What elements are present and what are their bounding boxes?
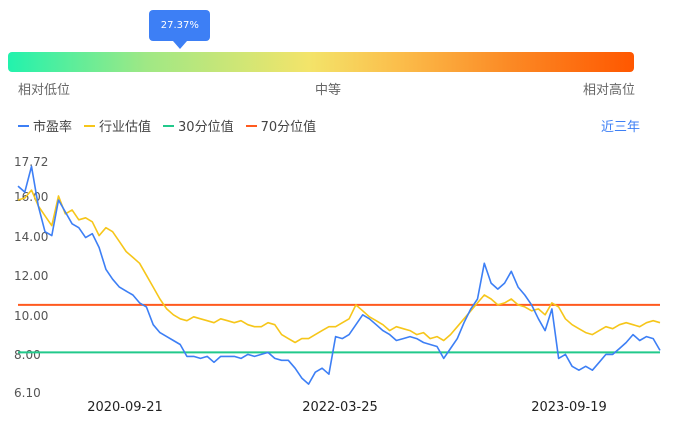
- period-selector-3y[interactable]: 近三年: [600, 120, 640, 135]
- y-tick-label: 16.00: [14, 190, 49, 204]
- industry-series-line: [17, 189, 661, 344]
- pe-series-line: [17, 165, 661, 385]
- legend-swatch-p70: [245, 124, 257, 127]
- legend-label-p30: 30分位值: [178, 120, 234, 135]
- legend-item-p70[interactable]: 70分位值: [245, 116, 317, 135]
- legend-swatch-pe: [18, 124, 29, 127]
- legend-swatch-p30: [163, 124, 175, 127]
- x-tick-label: 2020-09-21: [87, 400, 163, 415]
- plot-area: [17, 165, 661, 385]
- chart-legend: 市盈率 行业估值 30分位值 70分位值: [18, 116, 316, 135]
- gauge-label-low: 相对低位: [18, 83, 71, 98]
- x-tick-label: 2022-03-25: [302, 400, 378, 415]
- gauge-label-mid: 中等: [315, 83, 342, 98]
- legend-item-p30[interactable]: 30分位值: [163, 116, 234, 135]
- y-tick-label: 12.00: [14, 269, 49, 283]
- y-tick-label: 6.10: [14, 386, 41, 400]
- legend-item-pe[interactable]: 市盈率: [18, 116, 72, 135]
- y-tick-label: 10.00: [14, 309, 49, 323]
- legend-label-pe: 市盈率: [33, 120, 73, 135]
- valuation-gauge-bar: [8, 52, 634, 72]
- y-tick-label: 14.00: [14, 230, 49, 244]
- gauge-label-high: 相对高位: [583, 83, 636, 98]
- legend-label-p70: 70分位值: [260, 120, 317, 135]
- y-tick-label: 17.72: [14, 155, 49, 169]
- legend-item-industry[interactable]: 行业估值: [84, 116, 151, 135]
- percentile-tooltip: 27.37%: [149, 10, 211, 49]
- x-tick-label: 2023-09-19: [531, 400, 607, 415]
- legend-swatch-industry: [84, 124, 96, 127]
- legend-label-industry: 行业估值: [99, 120, 152, 135]
